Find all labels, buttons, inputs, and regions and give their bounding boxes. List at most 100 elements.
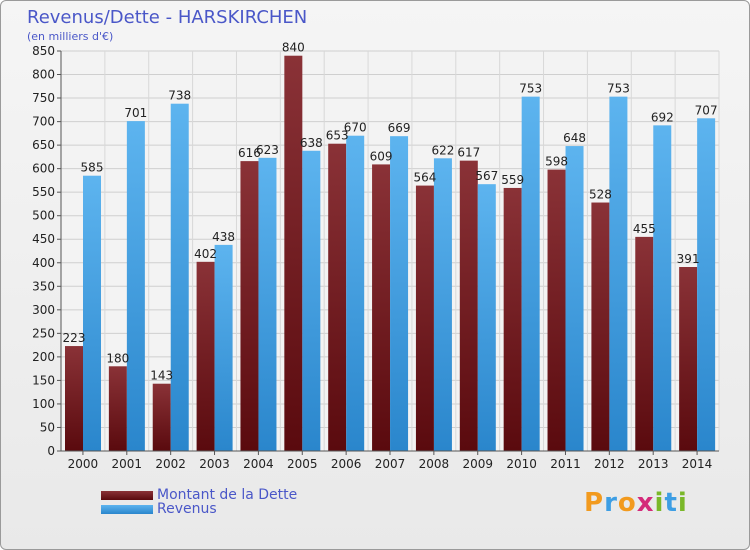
y-tick-label: 100 (32, 397, 55, 411)
y-tick-label: 150 (32, 373, 55, 387)
data-label-debt-2009: 617 (457, 146, 480, 160)
x-tick-label: 2012 (594, 457, 625, 471)
logo-letter: r (604, 488, 618, 518)
bar-chart: 2235851807011437384024386166238406386536… (32, 41, 720, 471)
x-tick-label: 2014 (682, 457, 713, 471)
data-label-revenus-2007: 669 (388, 121, 411, 135)
data-label-revenus-2011: 648 (563, 131, 586, 145)
proxiti-logo: Proxiti (584, 488, 688, 518)
bar-revenus-2010 (521, 96, 540, 451)
data-label-revenus-2013: 692 (651, 110, 674, 124)
bar-revenus-2011 (565, 146, 584, 451)
x-tick-label: 2005 (287, 457, 318, 471)
x-tick-label: 2013 (638, 457, 669, 471)
bar-revenus-2012 (609, 96, 628, 451)
x-tick-label: 2009 (462, 457, 493, 471)
logo-letter: t (664, 488, 678, 518)
legend-label-debt: Montant de la Dette (157, 487, 298, 503)
y-tick-label: 350 (32, 279, 55, 293)
data-label-revenus-2000: 585 (81, 161, 104, 175)
bar-revenus-2000 (83, 175, 101, 452)
bar-debt-2000 (65, 346, 83, 451)
bar-debt-2005 (284, 55, 303, 452)
logo-letter: i (677, 488, 688, 518)
y-tick-label: 650 (32, 138, 55, 152)
bar-revenus-2014 (697, 118, 716, 451)
x-tick-label: 2008 (419, 457, 450, 471)
data-label-revenus-2008: 622 (431, 143, 454, 157)
x-tick-label: 2000 (68, 457, 99, 471)
y-tick-label: 0 (47, 444, 55, 458)
data-label-debt-2008: 564 (413, 171, 436, 185)
x-tick-label: 2010 (506, 457, 537, 471)
y-tick-label: 400 (32, 256, 55, 270)
y-tick-label: 450 (32, 232, 55, 246)
x-tick-label: 2007 (375, 457, 406, 471)
bar-revenus-2002 (170, 103, 189, 452)
bar-debt-2004 (240, 161, 259, 451)
y-tick-label: 750 (32, 91, 55, 105)
data-label-revenus-2003: 438 (212, 230, 235, 244)
legend-label-revenus: Revenus (157, 501, 217, 517)
data-label-debt-2000: 223 (63, 331, 86, 345)
data-label-revenus-2001: 701 (124, 106, 147, 120)
legend-swatch-revenus (101, 504, 153, 514)
y-tick-label: 700 (32, 115, 55, 129)
data-label-debt-2011: 598 (545, 155, 568, 169)
bar-revenus-2013 (653, 125, 672, 452)
logo-letter: x (636, 488, 655, 518)
data-label-revenus-2009: 567 (475, 169, 498, 183)
bar-revenus-2003 (214, 244, 233, 451)
bar-revenus-2009 (477, 184, 496, 452)
legend-swatch-debt (101, 490, 153, 500)
data-label-debt-2013: 455 (633, 222, 656, 236)
bar-revenus-2004 (258, 157, 277, 451)
bar-debt-2006 (328, 143, 347, 452)
y-tick-label: 550 (32, 185, 55, 199)
data-label-revenus-2004: 623 (256, 143, 279, 157)
x-tick-label: 2003 (199, 457, 230, 471)
data-label-debt-2006: 653 (326, 129, 349, 143)
data-label-revenus-2010: 753 (519, 82, 542, 96)
chart-title: Revenus/Dette - HARSKIRCHEN (27, 7, 308, 28)
data-label-debt-2003: 402 (194, 247, 217, 261)
y-tick-label: 250 (32, 326, 55, 340)
bar-debt-2007 (372, 164, 391, 452)
data-label-revenus-2006: 670 (344, 121, 367, 135)
bar-revenus-2006 (346, 135, 365, 452)
bar-debt-2008 (415, 185, 434, 451)
x-tick-label: 2004 (243, 457, 274, 471)
y-tick-label: 50 (40, 420, 55, 434)
data-label-debt-2010: 559 (501, 173, 524, 187)
x-tick-label: 2006 (331, 457, 362, 471)
logo-letter: P (584, 488, 605, 518)
bar-revenus-2001 (126, 121, 145, 451)
y-tick-label: 200 (32, 350, 55, 364)
bar-debt-2012 (591, 202, 610, 451)
y-tick-label: 800 (32, 68, 55, 82)
y-tick-label: 300 (32, 303, 55, 317)
bar-revenus-2005 (302, 150, 321, 451)
bar-debt-2003 (196, 261, 215, 451)
bar-debt-2010 (503, 187, 522, 452)
data-label-revenus-2005: 638 (300, 136, 323, 150)
bar-debt-2011 (547, 169, 566, 451)
data-label-debt-2007: 609 (370, 149, 393, 163)
y-tick-label: 600 (32, 162, 55, 176)
bar-debt-2001 (108, 366, 127, 451)
data-label-revenus-2014: 707 (695, 103, 718, 117)
data-label-debt-2001: 180 (106, 351, 129, 365)
data-label-debt-2014: 391 (677, 252, 700, 266)
bar-debt-2009 (459, 160, 478, 451)
bar-debt-2002 (152, 383, 171, 451)
x-tick-label: 2002 (155, 457, 186, 471)
y-tick-label: 850 (32, 44, 55, 58)
data-label-debt-2012: 528 (589, 188, 612, 202)
bar-debt-2013 (635, 236, 654, 451)
chart-subtitle: (en milliers d'€) (27, 30, 114, 43)
logo-letter: o (617, 488, 637, 518)
data-label-debt-2002: 143 (150, 369, 173, 383)
legend-item-debt: Montant de la Dette (101, 487, 297, 503)
data-label-debt-2005: 840 (282, 41, 305, 55)
